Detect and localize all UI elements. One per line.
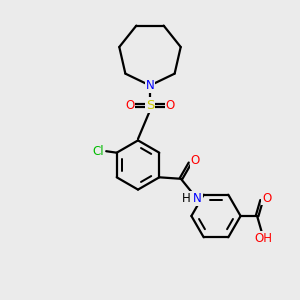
- Text: N: N: [193, 192, 202, 206]
- Text: OH: OH: [254, 232, 272, 245]
- Text: S: S: [146, 98, 154, 112]
- Text: O: O: [191, 154, 200, 167]
- Text: O: O: [125, 98, 134, 112]
- Text: Cl: Cl: [92, 145, 104, 158]
- Text: O: O: [262, 191, 272, 205]
- Text: N: N: [146, 79, 154, 92]
- Text: O: O: [166, 98, 175, 112]
- Text: H: H: [182, 192, 191, 206]
